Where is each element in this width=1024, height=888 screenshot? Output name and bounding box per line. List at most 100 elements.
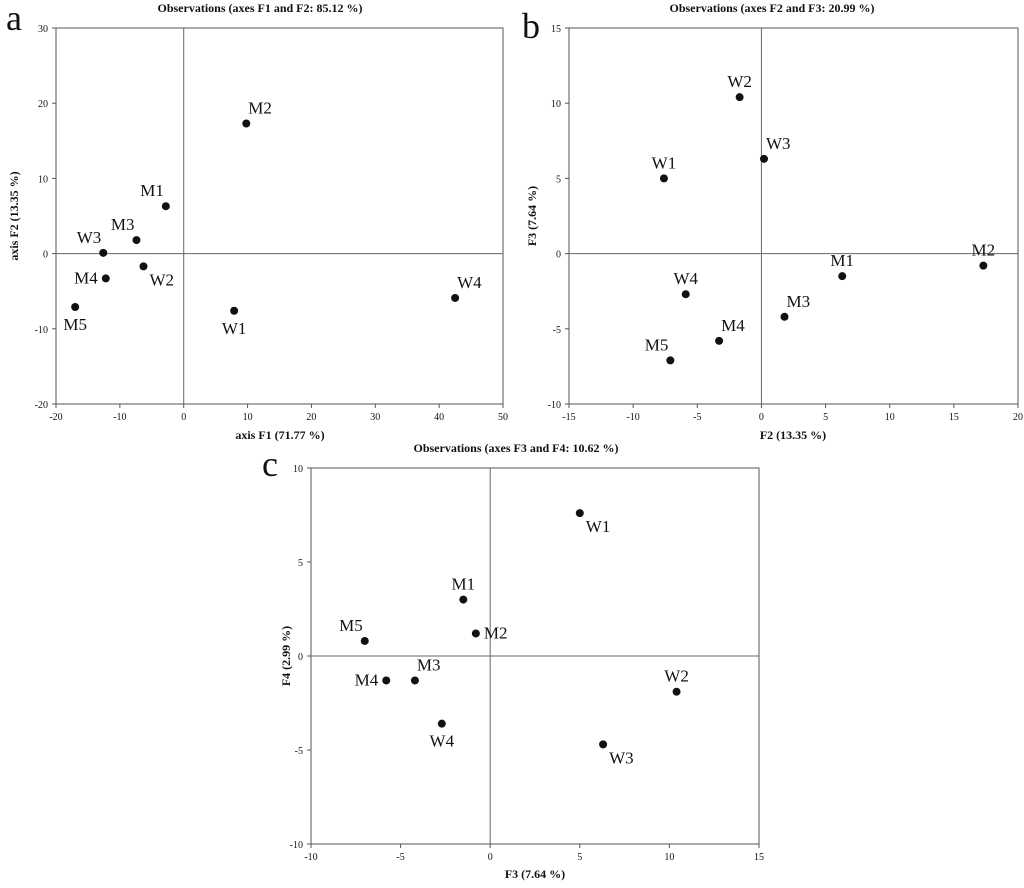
x-tick-label: 5 (823, 412, 828, 423)
data-point-w2 (139, 262, 148, 271)
data-point-m4 (715, 336, 724, 345)
data-point-m2 (242, 119, 251, 128)
x-tick-label: 20 (1013, 412, 1023, 423)
y-tick-label: 0 (43, 250, 48, 261)
point-label-m2: M2 (248, 99, 272, 118)
point-label-m3: M3 (787, 292, 811, 311)
x-tick-label: 5 (577, 852, 582, 863)
x-tick-label: -10 (304, 852, 317, 863)
x-tick-label: 0 (759, 412, 764, 423)
y-tick-label: -10 (548, 400, 561, 411)
x-tick-label: 10 (243, 412, 253, 423)
y-axis-title: axis F2 (13.35 %) (7, 171, 21, 260)
y-tick-label: 10 (293, 464, 303, 475)
x-tick-label: -10 (626, 412, 639, 423)
point-label-m3: M3 (417, 655, 441, 674)
point-label-m3: M3 (111, 215, 135, 234)
panel-c: -10 -5 0 5 10 15 -10 -5 0 5 10 M1 M2 M3 M4 M5 W1 W2 W3 W4 Ob… (262, 441, 764, 881)
data-point-w3 (759, 154, 768, 163)
y-tick-label: 5 (298, 558, 303, 569)
data-point-m3 (132, 236, 141, 245)
x-tick-label: 15 (754, 852, 764, 863)
data-point-w1 (659, 174, 668, 183)
point-label-w3: W3 (77, 228, 102, 247)
point-label-m2: M2 (484, 623, 508, 642)
panel-b: -15 -10 -5 0 5 10 15 20-10-5051015M1M2M3M4M5W1W… (522, 1, 1023, 442)
y-tick-label: 15 (551, 24, 561, 35)
y-tick-label: -5 (295, 746, 303, 757)
point-label-w2: W2 (664, 667, 689, 686)
x-tick-label: 15 (949, 412, 959, 423)
point-label-w4: W4 (673, 269, 698, 288)
data-point-m4 (101, 274, 110, 283)
y-tick-label: 30 (38, 24, 48, 35)
chart-title: Observations (axes F2 and F3: 20.99 %) (670, 1, 875, 15)
y-tick-label: -10 (35, 325, 48, 336)
x-tick-label: 10 (885, 412, 895, 423)
plot-frame (55, 27, 504, 405)
point-label-m1: M1 (830, 251, 854, 270)
y-tick-label: -10 (290, 840, 303, 851)
point-label-w3: W3 (609, 748, 634, 767)
x-tick-label: -5 (693, 412, 701, 423)
panel-letter: a (6, 0, 22, 38)
point-label-m1: M1 (140, 181, 164, 200)
x-tick-label: 20 (306, 412, 316, 423)
data-point-w4 (451, 293, 460, 302)
y-tick-label: 10 (551, 99, 561, 110)
y-tick-label: -20 (35, 400, 48, 411)
data-point-w4 (681, 290, 690, 299)
x-tick-label: 0 (488, 852, 493, 863)
point-label-m5: M5 (645, 335, 669, 354)
point-label-w4: W4 (457, 273, 482, 292)
x-axis-title: F3 (7.64 %) (505, 867, 565, 881)
y-axis-title: F3 (7.64 %) (525, 186, 539, 246)
point-label-m5: M5 (63, 315, 87, 334)
point-label-w4: W4 (430, 732, 455, 751)
data-point-m3 (410, 676, 419, 685)
data-point-m5 (666, 356, 675, 365)
chart-title: Observations (axes F1 and F2: 85.12 %) (158, 1, 363, 15)
data-point-m2 (979, 261, 988, 270)
x-tick-label: 40 (434, 412, 444, 423)
data-point-m1 (459, 595, 468, 604)
point-label-w1: W1 (222, 319, 247, 338)
point-label-m4: M4 (355, 670, 379, 689)
point-label-w2: W2 (149, 270, 174, 289)
panel-letter: b (522, 6, 540, 46)
y-tick-label: 5 (556, 174, 561, 185)
point-label-m4: M4 (74, 268, 98, 287)
data-point-m5 (71, 302, 80, 311)
data-point-w2 (735, 93, 744, 102)
y-tick-label: 0 (556, 250, 561, 261)
x-tick-label: -20 (49, 412, 62, 423)
x-tick-label: -5 (396, 852, 404, 863)
y-axis-title: F4 (2.99 %) (279, 626, 293, 686)
data-point-m2 (471, 629, 480, 638)
plot-frame (568, 27, 1019, 405)
data-point-m1 (838, 272, 847, 281)
data-point-w1 (575, 509, 584, 518)
data-point-w3 (99, 248, 108, 257)
data-point-m1 (161, 202, 170, 211)
data-point-m4 (382, 676, 391, 685)
y-tick-label: -5 (553, 325, 561, 336)
point-label-w2: W2 (727, 72, 752, 91)
x-tick-label: 10 (664, 852, 674, 863)
x-axis-title: axis F1 (71.77 %) (235, 428, 324, 442)
point-label-m5: M5 (339, 616, 363, 635)
point-label-m2: M2 (972, 241, 996, 260)
y-tick-label: 0 (298, 652, 303, 663)
x-tick-label: 30 (370, 412, 380, 423)
data-point-w2 (672, 687, 681, 696)
y-tick-label: 20 (38, 99, 48, 110)
data-point-w3 (599, 740, 608, 749)
x-tick-label: 50 (498, 412, 508, 423)
x-tick-label: 0 (181, 412, 186, 423)
panel-letter: c (262, 444, 278, 484)
data-point-w1 (230, 306, 239, 315)
point-label-w3: W3 (766, 134, 791, 153)
chart-title: Observations (axes F3 and F4: 10.62 %) (414, 441, 619, 455)
x-tick-label: -10 (113, 412, 126, 423)
x-axis-title: F2 (13.35 %) (760, 428, 826, 442)
